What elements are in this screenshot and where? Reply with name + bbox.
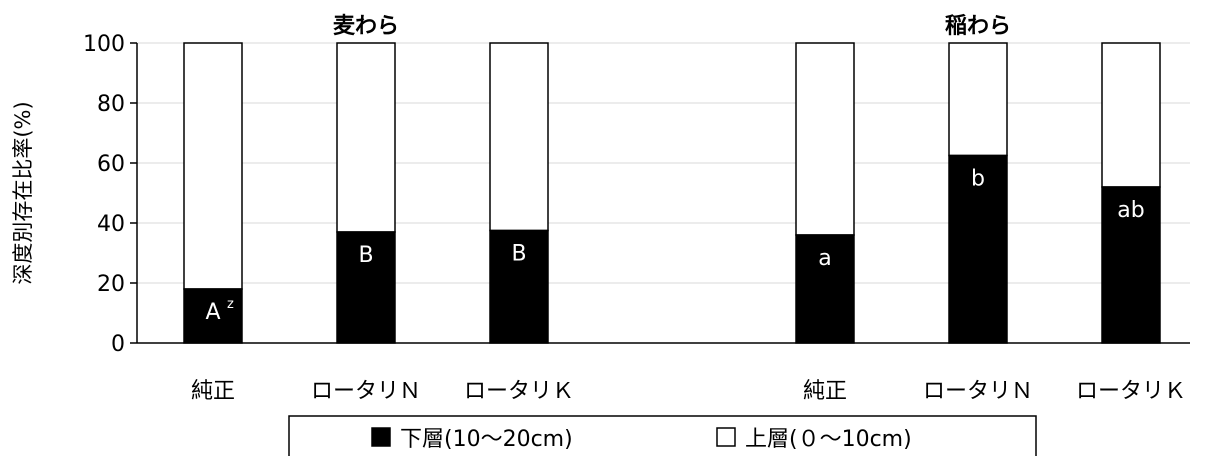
y-tick-label: 80 [97, 92, 125, 117]
bar-upper-layer [795, 42, 855, 236]
category-label: ロータリＮ [923, 379, 1033, 404]
bar-upper-layer [948, 42, 1008, 157]
group-titles: 麦わら 稲わら [333, 13, 1011, 39]
legend-box [288, 415, 1037, 456]
legend: 下層(10～20cm) 上層(０～10cm) [288, 415, 1037, 456]
y-tick-label: 20 [97, 272, 125, 297]
category-label: 純正 [191, 379, 235, 404]
bar-significance-label: b [971, 167, 985, 192]
category-label: ロータリＫ [1076, 379, 1186, 404]
axes [136, 43, 1190, 344]
legend-label: 下層(10～20cm) [400, 427, 573, 452]
legend-swatch [371, 427, 391, 447]
bar-lower-layer [948, 154, 1008, 344]
y-tick-label: 40 [97, 212, 125, 237]
category-labels: 純正 ロータリＮ ロータリＫ 純正 ロータリＮ ロータリＫ [191, 379, 1186, 404]
bar-significance-label: a [818, 246, 831, 271]
y-axis-label: 深度別存在比率(%) [11, 101, 35, 284]
category-label: ロータリＫ [464, 379, 574, 404]
y-tick-label: 0 [111, 332, 125, 357]
bar-upper-layer [489, 42, 549, 232]
bar-significance-label: ab [1117, 198, 1144, 223]
y-axis-ticks: 0 20 40 60 80 100 [83, 32, 137, 357]
gridlines [137, 42, 1190, 284]
bar-significance-label: B [511, 242, 526, 267]
legend-swatch [716, 427, 736, 447]
y-tick-label: 60 [97, 152, 125, 177]
group-title: 麦わら [333, 13, 399, 39]
group-title: 稲わら [945, 14, 1011, 39]
bar-upper-layer [183, 42, 243, 290]
category-label: ロータリＮ [311, 379, 421, 404]
bar-significance-label: B [358, 243, 373, 268]
y-tick-label: 100 [83, 32, 125, 57]
bar-lower-layer [336, 231, 396, 344]
bar-label-footnote: z [227, 297, 234, 312]
bar-significance-label: A [205, 300, 220, 325]
bar-upper-layer [1101, 42, 1161, 188]
bar-lower-layer [183, 288, 243, 344]
bar-lower-layer [795, 234, 855, 344]
bar-upper-layer [336, 42, 396, 233]
bar-lower-layer [489, 229, 549, 344]
legend-label: 上層(０～10cm) [745, 427, 912, 452]
bar-lower-layer [1101, 186, 1161, 344]
category-label: 純正 [803, 379, 847, 404]
